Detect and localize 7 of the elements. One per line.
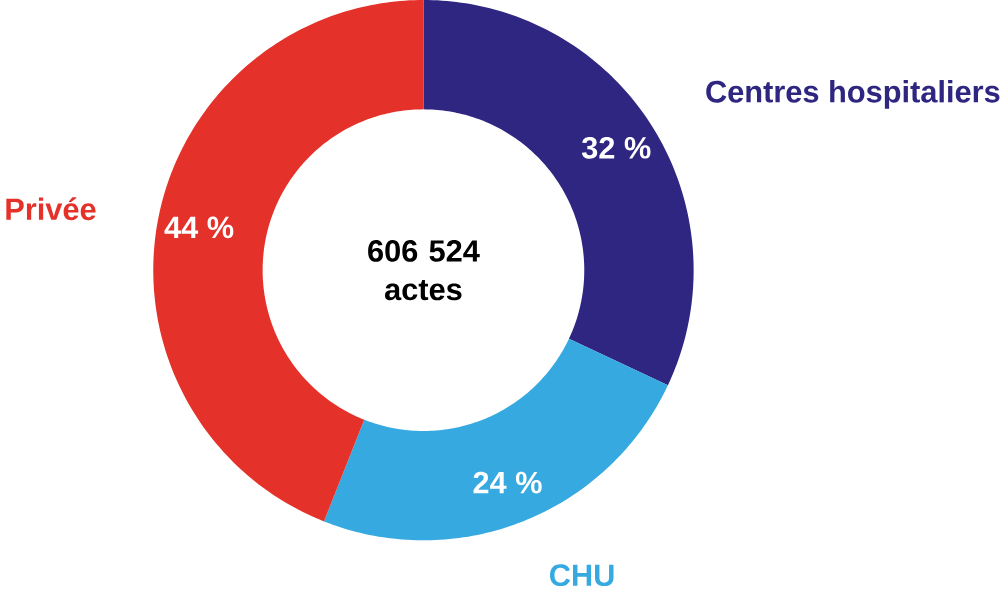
text: 606 524 actes	[368, 239, 480, 301]
data-label: 44 %	[164, 216, 234, 239]
slice-label: CHU	[550, 564, 614, 586]
data-label: 24 %	[473, 471, 542, 494]
slice-label: Centres hospitaliers	[706, 79, 1000, 109]
slice-label: Privée	[6, 197, 96, 220]
data-label: 32 %	[581, 136, 651, 159]
